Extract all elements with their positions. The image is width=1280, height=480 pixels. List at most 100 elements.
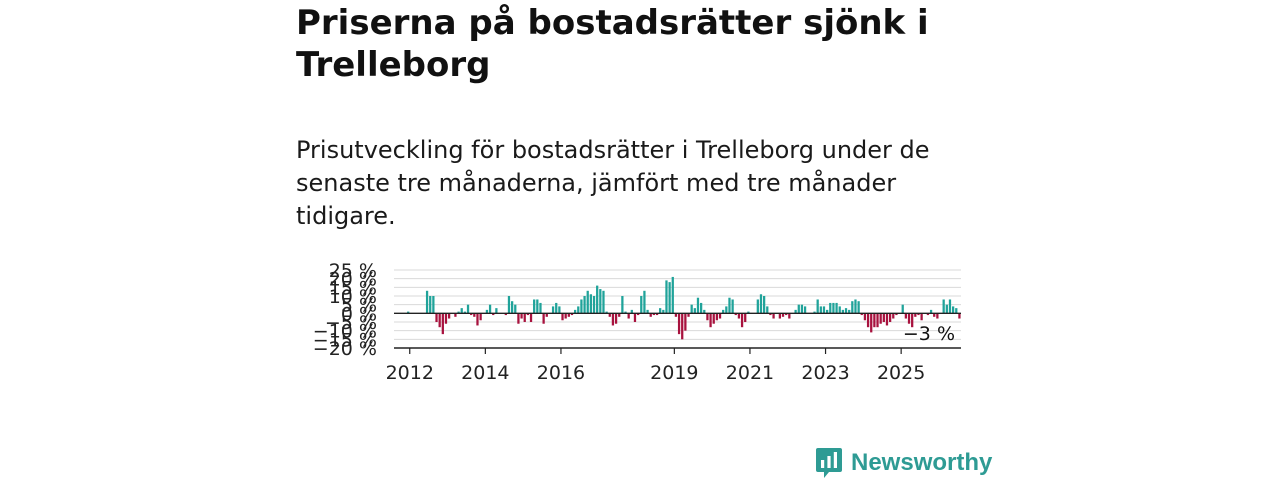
bar [785,313,788,316]
bar [766,306,769,314]
bar [917,313,920,316]
bar [948,299,952,314]
bar [866,313,870,328]
y-tick-label: 20 % [329,269,377,291]
bar [687,313,690,317]
bar [734,313,737,316]
bar [444,313,448,324]
bar [703,309,706,314]
bar [690,304,693,314]
bar [636,313,640,316]
bar [599,289,602,314]
bar [876,313,879,328]
bar [747,311,750,314]
bar [429,296,432,314]
x-tick-label: 2014 [461,362,509,384]
bar [646,309,649,314]
bar [539,302,542,314]
y-tick-label: −20 % [313,338,377,360]
bar [533,299,536,314]
bar [781,313,785,317]
x-tick-label: 2012 [386,362,434,384]
bar [920,313,923,321]
bar [425,290,429,314]
bar [958,313,961,319]
bar [756,299,759,314]
last-value-label: −3 % [903,323,955,345]
y-tick-label: 25 % [329,260,377,282]
bar [838,306,841,314]
bar [699,302,703,314]
y-tick-label: −10 % [313,321,377,343]
bar [712,313,715,324]
bar [586,290,589,314]
y-tick-label: 0 % [341,303,377,325]
bar [596,285,599,314]
bars [407,276,961,340]
bar [715,313,719,321]
axes [394,312,961,354]
bar [652,313,656,316]
bar [517,313,520,324]
bar [762,296,766,314]
bar [454,313,457,317]
bar [485,309,489,314]
bar [718,313,722,319]
x-axis-labels: 2012 2014 2016 2019 2021 2023 2025 [386,362,926,384]
bar [514,304,517,314]
bar [611,313,615,326]
bar [492,313,495,316]
bar [662,309,665,314]
bar [822,306,826,314]
bar [570,313,574,316]
bar [825,309,829,314]
bar [542,313,545,324]
bar [907,313,911,324]
bar [901,304,904,314]
bar [633,313,637,322]
bar [510,301,514,314]
bar [951,306,955,314]
bar [618,313,621,317]
bar [693,308,696,314]
bar [561,313,564,321]
bar [476,313,479,326]
bar [803,306,807,314]
x-tick-label: 2023 [801,362,849,384]
bar [529,313,533,322]
bar [555,302,558,314]
bar [759,294,763,314]
bar [684,313,687,331]
bar [832,302,835,314]
bar [526,313,530,316]
bar [737,313,741,319]
bar [463,311,467,314]
bar [722,309,725,314]
bar [857,301,860,314]
grid-lines [394,269,961,340]
bar [520,313,523,319]
bar [819,306,822,314]
brand-name: Newsworthy [851,449,993,476]
bar [577,306,580,314]
bar [551,306,555,314]
bar [473,313,476,317]
bar [643,290,646,314]
bar [630,309,633,314]
bar [863,313,867,321]
x-tick-label: 2019 [650,362,698,384]
bar [841,309,845,314]
bar [438,313,441,328]
bar [624,311,627,314]
bar [879,313,882,324]
bar [911,313,914,328]
bar [885,313,889,326]
bar [589,294,593,314]
bar [649,313,652,317]
bar [854,299,857,314]
bar [441,313,444,335]
bar [457,311,460,314]
bar [479,313,482,321]
bar [545,313,548,317]
bar [709,313,712,328]
